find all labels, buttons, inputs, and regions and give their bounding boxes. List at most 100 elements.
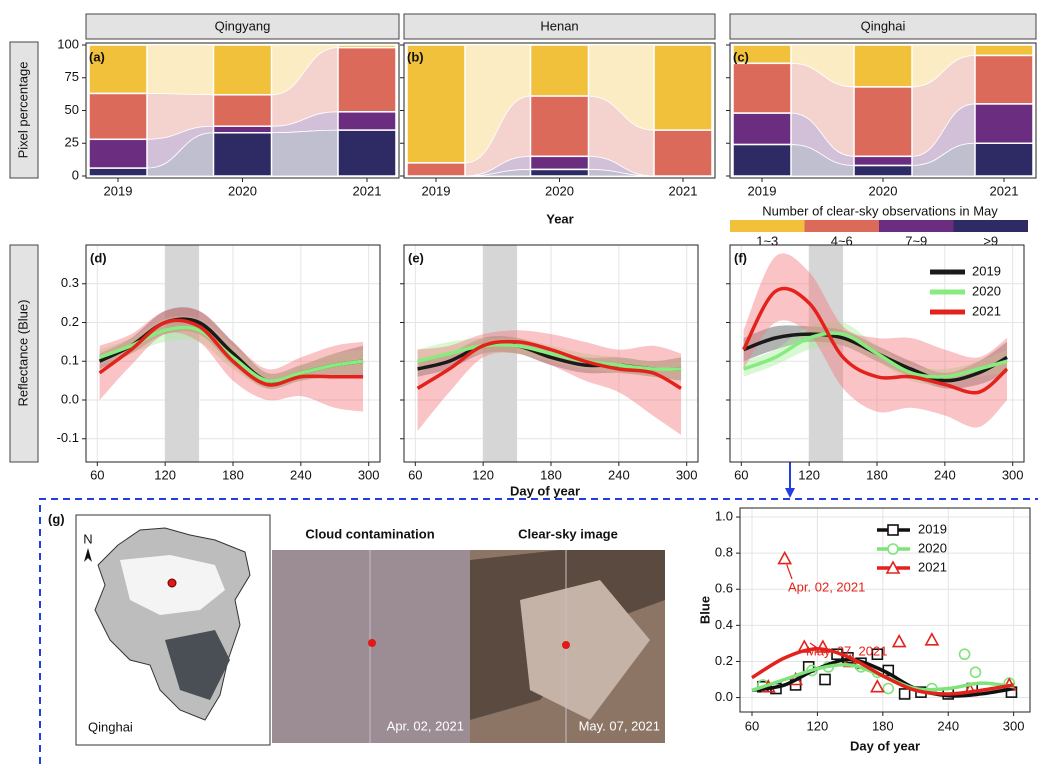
strip (729, 13, 1037, 40)
bar-segment (974, 103, 1034, 144)
x-tick-label: 60 (408, 467, 422, 482)
bar-segment (212, 44, 273, 96)
strip-title: Henan (540, 18, 578, 33)
point (891, 633, 907, 648)
x-tick-label: 2019 (422, 183, 451, 198)
legend-swatch (804, 220, 879, 232)
point (924, 632, 940, 646)
legend-label: 2021 (918, 559, 947, 574)
y-tick-label: 0.3 (61, 275, 79, 290)
map-site (167, 578, 177, 588)
fit-line (751, 647, 1014, 696)
panel-label: (f) (734, 250, 747, 265)
image-site (562, 641, 570, 649)
strip-title: Qingyang (215, 18, 271, 33)
link-arrow-head (785, 488, 795, 498)
bar-segment (653, 44, 713, 131)
x-tick-label: 240 (934, 467, 956, 482)
y-tick-label: 0.0 (715, 689, 733, 704)
x-tick-label: 2020 (869, 183, 898, 198)
map-terrain (165, 630, 230, 700)
y-tick-label: 50 (65, 102, 79, 117)
trend-line (417, 343, 682, 372)
strip-title: Qinghai (861, 18, 906, 33)
x-tick-label: 180 (540, 467, 562, 482)
plot-border (739, 507, 1031, 713)
bar-segment (529, 155, 590, 171)
panel-label: (g) (48, 511, 65, 526)
bar-segment (337, 129, 397, 177)
highlight-band (483, 245, 518, 462)
clear-image-light (520, 580, 650, 720)
legend-swatch (730, 220, 805, 232)
x-tick-label: 300 (676, 467, 698, 482)
y-tick-label: 0.8 (715, 545, 733, 560)
annotation: May. 07, 2021 (806, 643, 887, 658)
point (887, 524, 899, 536)
y-label-box (9, 41, 39, 179)
panel-label: (c) (733, 49, 749, 64)
x-tick-label: 180 (872, 718, 894, 733)
x-tick-label: 60 (90, 467, 104, 482)
bar-segment (88, 92, 148, 141)
point (969, 666, 982, 679)
y-tick-label: -0.1 (57, 430, 79, 445)
y-axis-label: Pixel percentage (15, 62, 30, 159)
y-tick-label: 100 (57, 36, 79, 51)
trend-line (742, 331, 1008, 379)
y-tick-label: 0.0 (61, 391, 79, 406)
strip (85, 13, 400, 40)
x-tick-label: 240 (937, 718, 959, 733)
bar-segment (212, 132, 273, 177)
bar-segment (853, 164, 913, 177)
bar-segment (88, 167, 148, 177)
panel-label: (e) (408, 250, 424, 265)
annotation: Apr. 02, 2021 (788, 579, 865, 594)
y-tick-label: 0 (72, 167, 79, 182)
legend-label: 2021 (972, 303, 1001, 318)
point (777, 550, 793, 565)
x-axis-label: Day of year (510, 483, 580, 498)
x-tick-label: 2021 (669, 183, 698, 198)
bar-segment (732, 112, 792, 146)
x-tick-label: 180 (222, 467, 244, 482)
legend-label: 2019 (972, 263, 1001, 278)
legend-label: 2019 (918, 521, 947, 536)
x-axis-label: Day of year (850, 738, 920, 753)
bar-segment (88, 138, 148, 169)
point (870, 679, 885, 693)
highlight-band (809, 245, 844, 462)
bar-segment (732, 143, 792, 177)
bar-segment (212, 125, 273, 134)
y-tick-label: 0.6 (715, 581, 733, 596)
panel-border (85, 244, 381, 463)
fit-line (751, 657, 1014, 698)
bar-segment (529, 95, 590, 158)
panel-label: (a) (89, 49, 105, 64)
legend-label: 2020 (918, 540, 947, 555)
legend-swatch (953, 220, 1028, 232)
x-tick-label: 240 (290, 467, 312, 482)
x-tick-label: 60 (734, 467, 748, 482)
x-tick-label: 300 (1002, 467, 1024, 482)
point (958, 648, 971, 661)
x-tick-label: 120 (807, 718, 829, 733)
panel-border (403, 244, 699, 463)
y-tick-label: 0.4 (715, 617, 733, 632)
image-date: May. 07, 2021 (579, 718, 660, 733)
bar-segment (853, 86, 913, 158)
north-label: N (83, 531, 92, 546)
bar-segment (529, 168, 590, 177)
y-tick-label: 1.0 (715, 508, 733, 523)
bar-segment (653, 129, 713, 177)
y-tick-label: 25 (65, 135, 79, 150)
bar-segment (853, 155, 913, 167)
highlight-band (165, 245, 200, 462)
bar-segment (406, 162, 466, 177)
inset-frame (39, 498, 1038, 764)
x-tick-label: 300 (358, 467, 380, 482)
x-tick-label: 2019 (104, 183, 133, 198)
panel-label: (b) (407, 49, 424, 64)
x-tick-label: 2021 (990, 183, 1019, 198)
